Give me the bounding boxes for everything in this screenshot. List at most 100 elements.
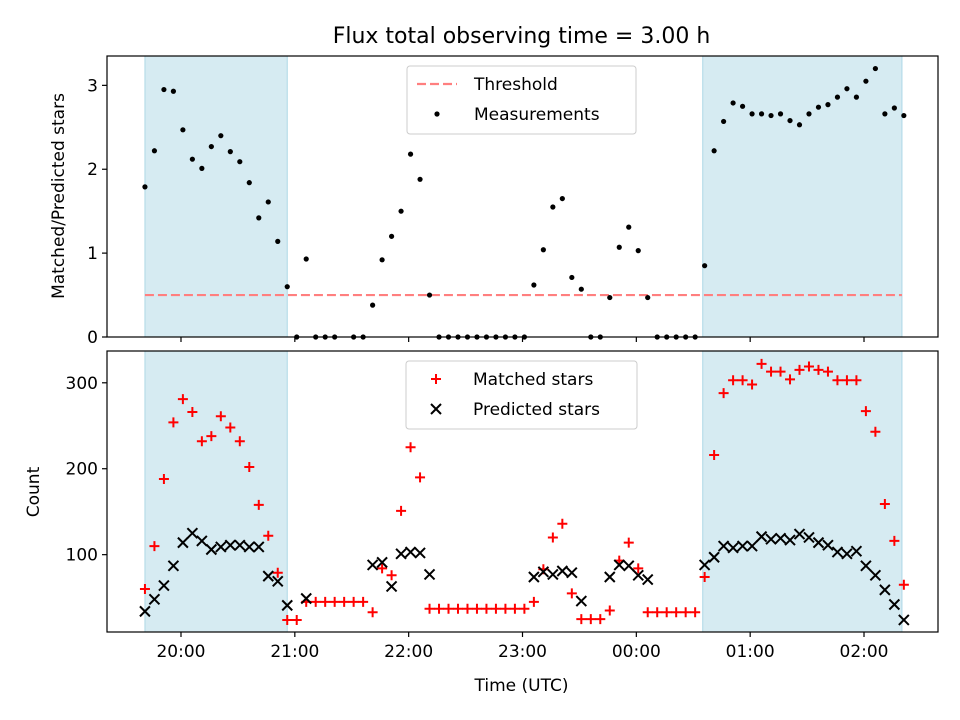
predicted-point	[547, 568, 559, 581]
matched-point	[766, 366, 777, 377]
predicted-point	[537, 566, 550, 578]
matched-point	[187, 407, 198, 418]
predicted-point	[623, 560, 635, 572]
matched-point	[822, 366, 833, 377]
predicted-point	[404, 546, 417, 558]
matched-point	[519, 603, 530, 614]
measurement-point	[806, 111, 812, 117]
measurement-point	[882, 111, 888, 117]
x-tick-label: 23:00	[498, 642, 547, 662]
matched-point	[709, 449, 720, 460]
y-tick-label: 200	[66, 460, 98, 480]
matched-point	[244, 462, 255, 473]
predicted-point	[139, 605, 151, 618]
matched-point	[652, 607, 663, 618]
matched-point	[528, 596, 539, 607]
predicted-point	[765, 533, 777, 545]
predicted-point	[717, 540, 730, 552]
matched-point	[168, 417, 179, 428]
matched-point	[158, 474, 169, 485]
series-measurements	[142, 65, 907, 340]
measurement-point	[758, 111, 765, 117]
matched-point	[889, 535, 900, 546]
predicted-point	[746, 540, 758, 552]
measurement-point	[246, 180, 252, 186]
measurement-point	[901, 112, 907, 119]
measurement-point	[417, 176, 423, 182]
predicted-point	[215, 541, 227, 553]
matched-point	[320, 596, 331, 607]
matched-point	[263, 530, 274, 541]
matched-point	[737, 375, 748, 386]
matched-point	[728, 375, 739, 386]
y-tick-label: 100	[66, 546, 98, 566]
matched-point	[471, 603, 482, 614]
matched-point	[690, 607, 701, 618]
predicted-point	[888, 598, 901, 611]
measurement-point	[863, 78, 869, 84]
matched-point	[396, 505, 407, 516]
legend-box	[405, 360, 638, 430]
matched-point	[291, 614, 302, 625]
predicted-point	[774, 532, 787, 545]
measurement-point	[872, 65, 878, 72]
predicted-point	[272, 575, 284, 588]
predicted-point	[613, 559, 625, 571]
measurement-point	[550, 204, 556, 210]
matched-point	[585, 614, 596, 625]
predicted-point	[376, 556, 388, 569]
predicted-point	[395, 548, 407, 560]
measurement-point	[275, 238, 281, 244]
measurement-point	[256, 215, 262, 221]
matched-point	[870, 426, 881, 437]
matched-point	[841, 375, 852, 386]
matched-point	[253, 499, 264, 510]
matched-point	[756, 358, 767, 369]
predicted-point	[869, 569, 882, 581]
matched-point	[405, 442, 416, 453]
measurement-point	[711, 148, 717, 154]
measurement-point	[426, 292, 433, 298]
matched-point	[623, 537, 634, 548]
predicted-point	[604, 571, 616, 583]
legend-label: Matched stars	[473, 370, 593, 390]
measurement-point	[578, 286, 584, 292]
predicted-point	[556, 565, 569, 577]
top-y-axis-label: Matched/Predicted stars	[49, 93, 69, 299]
measurement-point	[853, 94, 860, 100]
x-tick-label: 01:00	[726, 642, 775, 662]
matched-point	[661, 607, 672, 618]
predicted-point	[196, 535, 208, 547]
predicted-point	[167, 560, 180, 572]
matched-point	[860, 406, 871, 417]
y-tick-label: 0	[87, 328, 98, 348]
matched-point	[310, 596, 321, 607]
predicted-point	[850, 545, 863, 557]
predicted-point	[366, 559, 379, 571]
matched-point	[234, 436, 245, 447]
predicted-point	[898, 614, 910, 626]
shaded-region-1	[144, 55, 288, 338]
matched-point	[813, 364, 824, 375]
predicted-point	[528, 571, 540, 583]
y-tick-label: 300	[66, 374, 98, 394]
matched-point	[196, 436, 207, 447]
measurement-point	[891, 105, 897, 111]
matched-point	[576, 614, 587, 625]
matched-point	[452, 603, 463, 614]
predicted-point	[841, 548, 853, 560]
legend-box	[406, 65, 637, 135]
y-tick-label: 3	[87, 76, 98, 96]
matched-point	[481, 603, 492, 614]
measurement-point	[265, 199, 271, 205]
measurement-point	[189, 156, 195, 162]
measurement-point	[626, 224, 632, 230]
x-tick-label: 21:00	[270, 642, 319, 662]
predicted-point	[205, 543, 218, 556]
predicted-point	[262, 570, 274, 582]
predicted-point	[755, 530, 768, 543]
predicted-point	[793, 528, 806, 540]
matched-point	[177, 394, 188, 405]
y-tick-label: 1	[87, 244, 98, 264]
